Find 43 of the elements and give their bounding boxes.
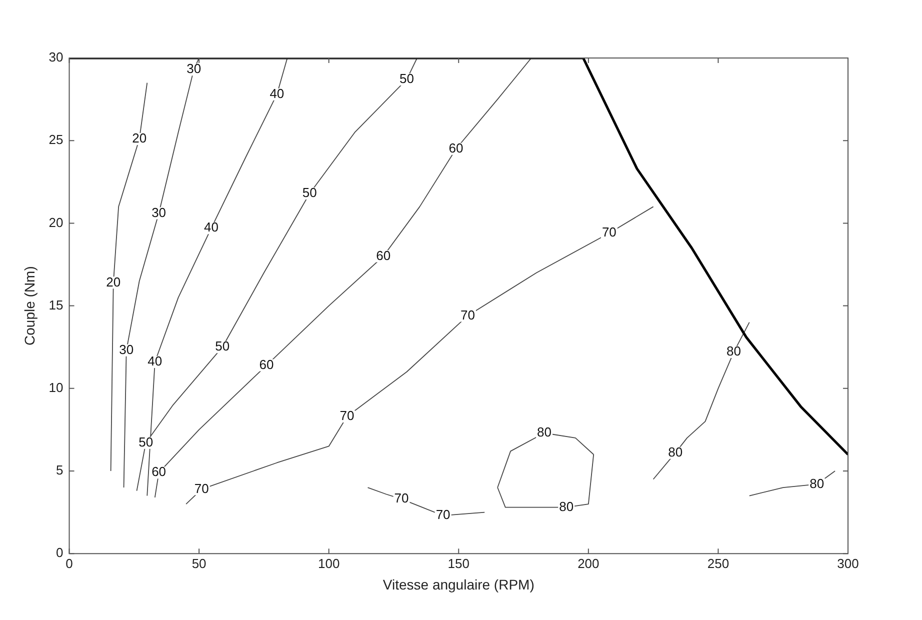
annotation: 50	[215, 338, 230, 354]
y-tick-label: 20	[48, 214, 64, 230]
y-axis-title: Couple (Nm)	[21, 266, 38, 346]
x-tick-label: 100	[318, 556, 340, 571]
annotation: 30	[119, 342, 134, 357]
annotation: 70	[602, 224, 616, 240]
annotation: 80	[668, 444, 683, 460]
annotation: 80	[559, 498, 574, 514]
y-tick-label: 30	[48, 50, 64, 65]
annotation: 20	[106, 274, 121, 290]
annotation: 30	[186, 61, 202, 76]
annotation: 30	[152, 204, 166, 220]
y-tick-label: 25	[48, 132, 64, 148]
y-tick-label: 0	[56, 545, 64, 560]
annotation: 80	[537, 424, 552, 440]
annotation: 80	[810, 476, 824, 491]
annotation: 80	[726, 344, 742, 359]
x-tick-label: 200	[578, 556, 600, 571]
annotation: 70	[460, 307, 475, 322]
annotation: 50	[399, 71, 414, 86]
annotation: 70	[194, 480, 209, 496]
annotation: 60	[259, 356, 274, 372]
annotation: 20	[132, 130, 147, 146]
x-tick-label: 250	[707, 556, 730, 571]
y-tick-label: 10	[48, 380, 64, 395]
annotation: 70	[340, 408, 354, 424]
x-tick-label: 0	[66, 556, 73, 571]
x-axis-title: Vitesse angulaire (RPM)	[382, 576, 534, 592]
annotation: 50	[302, 185, 317, 200]
x-tick-label: 150	[448, 556, 470, 571]
annotation: 50	[138, 434, 154, 450]
y-tick-label: 15	[48, 297, 64, 312]
x-tick-label: 50	[192, 556, 206, 571]
annotation: 40	[270, 86, 284, 101]
annotation: 40	[148, 354, 162, 369]
annotation: 60	[448, 140, 464, 156]
annotation: 40	[204, 220, 218, 235]
annotation: 70	[436, 507, 450, 522]
annotation: 60	[152, 464, 166, 480]
annotation: 60	[376, 248, 391, 263]
annotation: 70	[394, 490, 409, 506]
y-tick-label: 5	[56, 462, 64, 478]
x-tick-label: 300	[837, 556, 859, 571]
